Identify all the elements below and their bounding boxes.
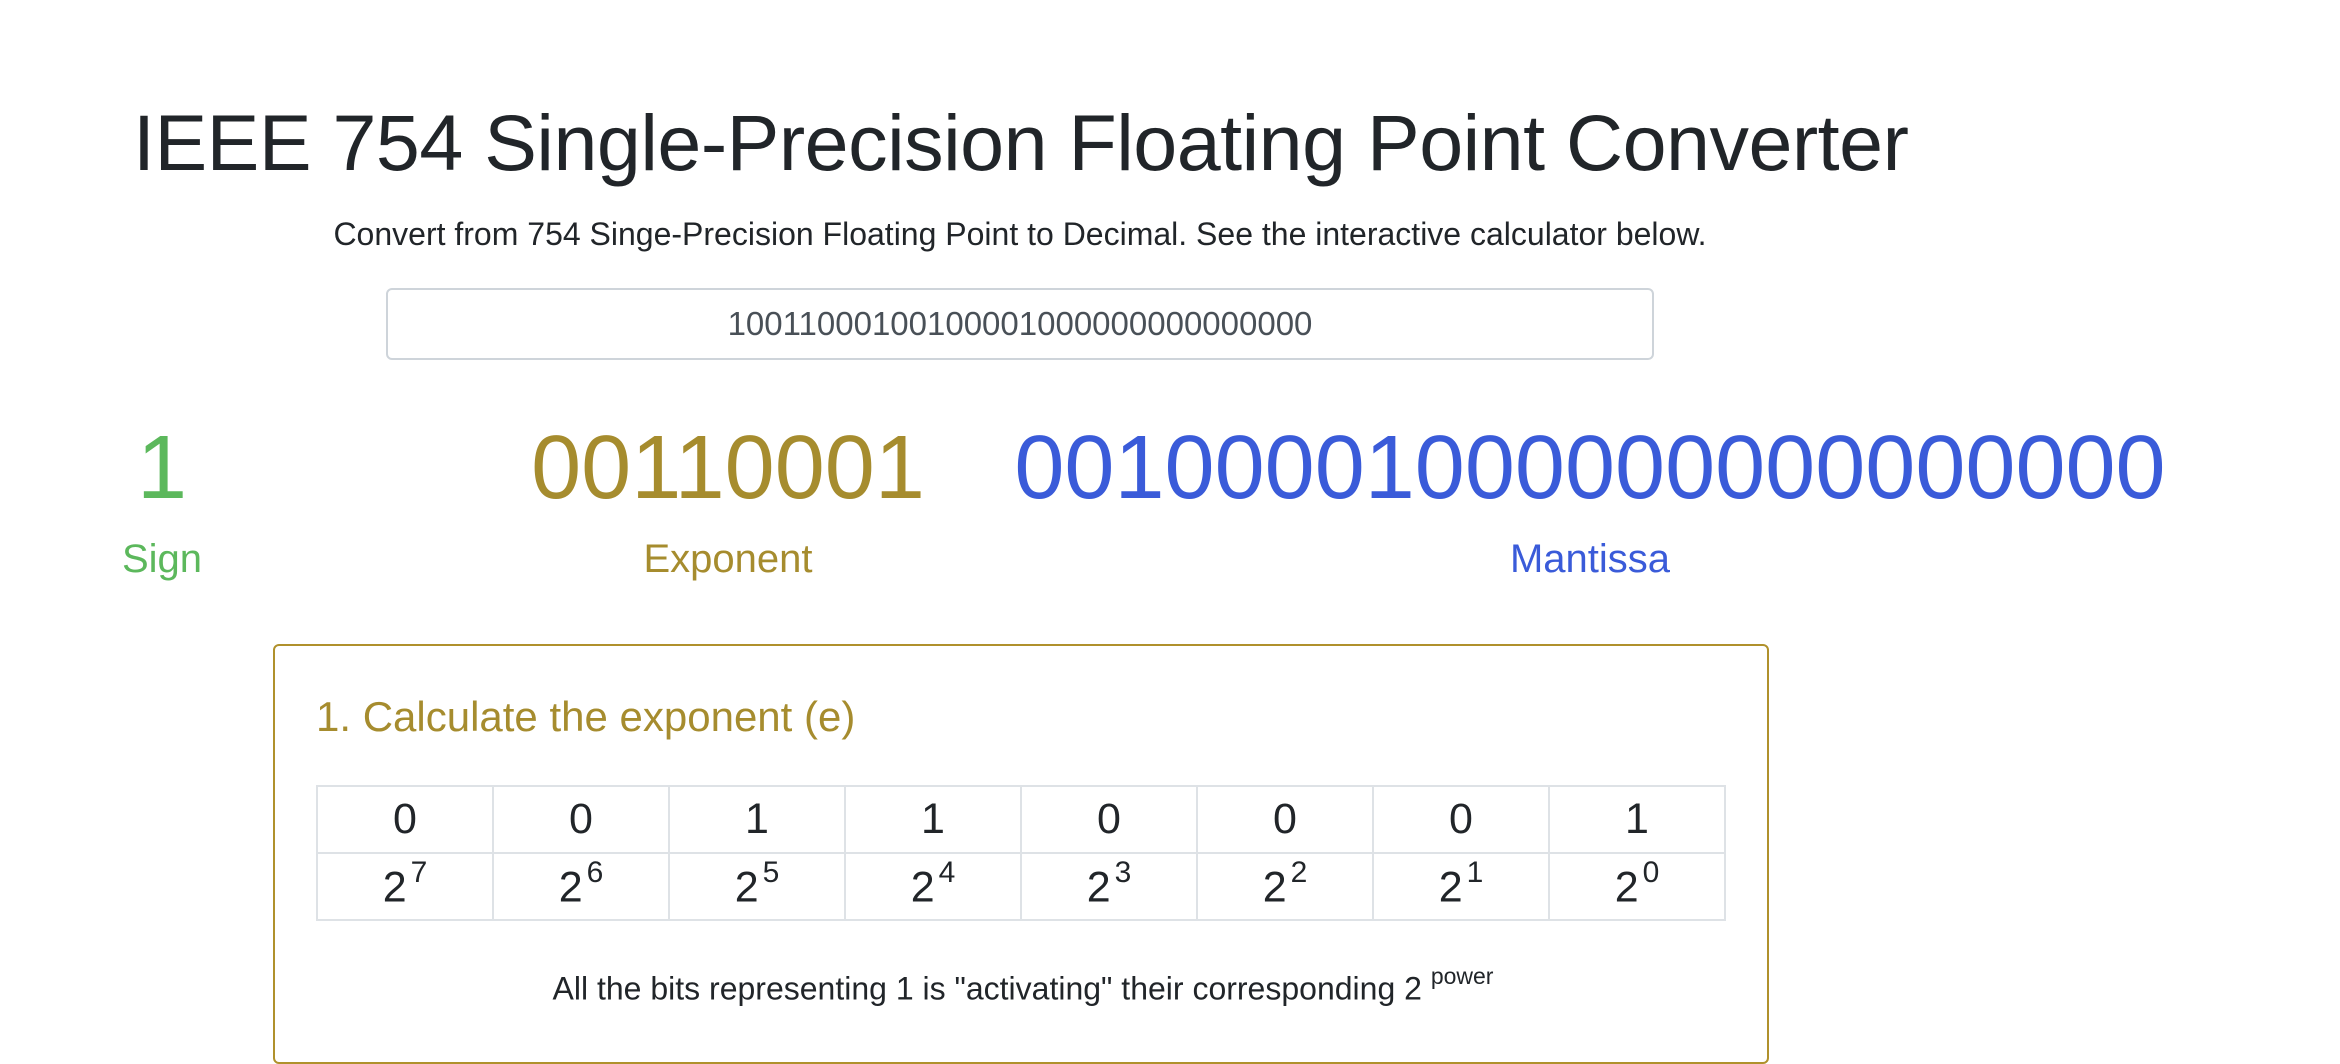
power-base: 2 <box>1614 863 1639 912</box>
sign-label: Sign <box>121 537 203 581</box>
mantissa-section: 00100001000000000000000 Mantissa <box>1005 418 2175 582</box>
page-subtitle: Convert from 754 Singe-Precision Floatin… <box>333 216 1707 252</box>
power-exponent: 7 <box>410 856 428 890</box>
power-base: 2 <box>910 863 935 912</box>
bit-cell: 1 <box>1548 785 1726 854</box>
bit-cell: 0 <box>1020 785 1198 854</box>
bit-cell: 1 <box>668 785 846 854</box>
power-base: 2 <box>1262 863 1287 912</box>
explanation-superscript: power <box>1430 963 1494 989</box>
power-exponent: 6 <box>586 856 604 890</box>
exponent-step-card: 1. Calculate the exponent (e) 0 0 1 1 0 … <box>273 644 1769 1064</box>
power-exponent: 4 <box>938 856 956 890</box>
power-exponent: 0 <box>1642 856 1660 890</box>
binary-input[interactable] <box>386 288 1654 360</box>
bit-cell: 0 <box>1372 785 1550 854</box>
bit-row: 0 0 1 1 0 0 0 1 <box>316 785 1726 854</box>
power-base: 2 <box>382 863 407 912</box>
bit-cell: 0 <box>492 785 670 854</box>
bit-cell: 0 <box>316 785 494 854</box>
power-base: 2 <box>1086 863 1111 912</box>
explanation-main: All the bits representing 1 is "activati… <box>552 970 1422 1007</box>
power-exponent: 5 <box>762 856 780 890</box>
mantissa-label: Mantissa <box>1509 537 1671 581</box>
sign-section: 1 Sign <box>62 418 262 582</box>
bit-cell: 0 <box>1196 785 1374 854</box>
sign-value: 1 <box>136 418 188 518</box>
power-base: 2 <box>1438 863 1463 912</box>
page-title: IEEE 754 Single-Precision Floating Point… <box>133 98 1909 187</box>
exponent-value: 00110001 <box>531 418 925 518</box>
step-title: 1. Calculate the exponent (e) <box>316 693 856 740</box>
power-exponent: 2 <box>1290 856 1308 890</box>
bit-cell: 1 <box>844 785 1022 854</box>
power-exponent: 1 <box>1466 856 1484 890</box>
exponent-label: Exponent <box>643 537 813 581</box>
power-exponent: 3 <box>1114 856 1132 890</box>
explanation-text: All the bits representing 1 is "activati… <box>275 958 1771 1011</box>
mantissa-value: 00100001000000000000000 <box>1014 418 2166 518</box>
power-base: 2 <box>558 863 583 912</box>
power-base: 2 <box>734 863 759 912</box>
exponent-section: 00110001 Exponent <box>478 418 978 582</box>
